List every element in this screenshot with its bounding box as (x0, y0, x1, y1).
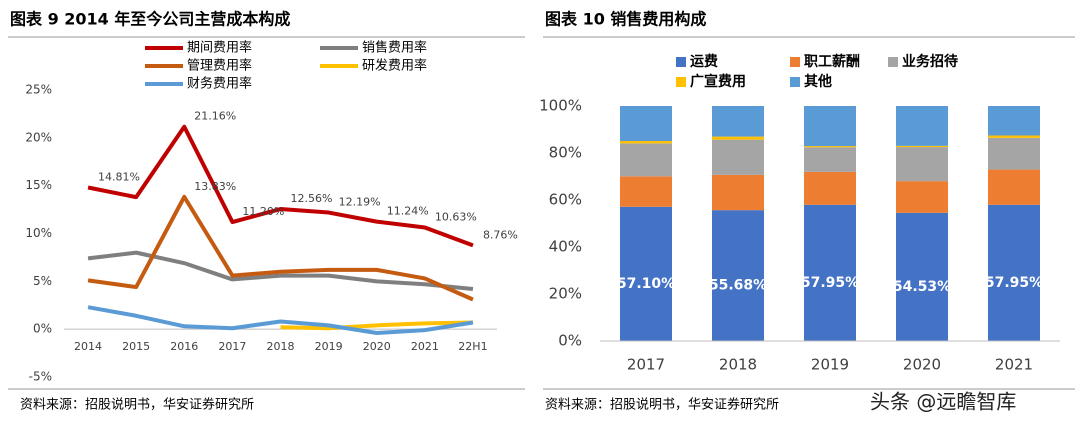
data-label: 11.20% (242, 205, 284, 218)
bar-segment (620, 141, 672, 144)
legend-label: 职工薪酬 (804, 53, 860, 70)
bar-segment (896, 181, 948, 213)
data-label: 57.10% (617, 276, 675, 292)
legend-label: 其他 (804, 73, 832, 90)
bar-segment (988, 204, 1040, 341)
chart-title: 图表 9 2014 年至今公司主营成本构成 (10, 10, 290, 29)
legend-swatch (790, 77, 800, 87)
bar-segment (620, 143, 672, 177)
legend-swatch (888, 57, 898, 67)
y-tick-label: 15% (25, 178, 52, 192)
bar-segment (804, 204, 856, 341)
series-line (87, 305, 474, 335)
watermark: 头条 @远瞻智库 (870, 390, 1016, 414)
x-tick-label: 2021 (995, 356, 1033, 374)
source: 资料来源：招股说明书，华安证券研究所 (20, 397, 254, 413)
data-label: 14.81% (98, 170, 140, 183)
legend-label: 业务招待 (902, 53, 958, 70)
legend-label: 销售费用率 (362, 40, 427, 56)
data-label: 13.83% (194, 180, 236, 193)
x-tick-label: 2015 (122, 340, 150, 353)
x-tick-label: 2014 (74, 340, 102, 353)
bar-segment (804, 146, 856, 148)
bar-segment (804, 147, 856, 172)
y-tick-label: 60% (549, 191, 582, 209)
data-label: 55.68% (709, 278, 767, 294)
series-line (280, 320, 473, 331)
bar-segment (620, 176, 672, 207)
y-tick-label: 20% (549, 285, 582, 303)
y-tick-label: 20% (25, 130, 52, 144)
x-tick-label: 2020 (903, 356, 941, 374)
data-label: 8.76% (483, 228, 518, 241)
x-tick-label: 2017 (218, 340, 246, 353)
legend-swatch (676, 57, 686, 67)
y-tick-label: 10% (25, 226, 52, 240)
y-tick-label: 0% (33, 322, 52, 336)
bar-segment (620, 206, 672, 341)
bar-segment (712, 174, 764, 211)
bar-segment (712, 136, 764, 140)
series-line (87, 194, 474, 302)
x-tick-label: 2021 (411, 340, 439, 353)
legend-label: 研发费用率 (362, 58, 427, 74)
data-label: 54.53% (893, 279, 951, 295)
bar-segment (804, 106, 856, 147)
legend-label: 财务费用率 (187, 76, 252, 92)
legend-label: 期间费用率 (187, 40, 252, 56)
x-tick-label: 2019 (811, 356, 849, 374)
x-tick-label: 2020 (363, 340, 391, 353)
data-label: 57.95% (985, 275, 1043, 291)
bar-segment (620, 106, 672, 142)
bar-segment (712, 106, 764, 137)
bar-segment (896, 212, 948, 341)
source: 资料来源：招股说明书，华安证券研究所 (545, 397, 779, 413)
y-tick-label: 100% (539, 97, 582, 115)
bar-segment (804, 171, 856, 205)
data-label: 21.16% (194, 110, 236, 123)
y-tick-label: -5% (29, 370, 52, 384)
series-line (87, 124, 474, 248)
bar-segment (712, 139, 764, 175)
x-tick-label: 2017 (627, 356, 665, 374)
legend-swatch (676, 77, 686, 87)
legend-label: 广宣费用 (690, 73, 746, 90)
data-label: 11.24% (387, 205, 429, 218)
bar-segment (988, 169, 1040, 205)
data-label: 57.95% (801, 275, 859, 291)
bar-segment (988, 137, 1040, 170)
y-tick-label: 40% (549, 238, 582, 256)
bar-segment (712, 210, 764, 341)
chart-title: 图表 10 销售费用构成 (545, 10, 706, 29)
data-label: 12.56% (291, 192, 333, 205)
data-label: 12.19% (339, 196, 381, 209)
bar-segment (988, 106, 1040, 136)
x-tick-label: 2019 (315, 340, 343, 353)
y-tick-label: 25% (25, 83, 52, 97)
legend-swatch (790, 57, 800, 67)
y-tick-label: 0% (558, 332, 582, 350)
data-label: 10.63% (435, 210, 477, 223)
x-tick-label: 22H1 (458, 340, 487, 353)
x-tick-label: 2018 (719, 356, 757, 374)
x-tick-label: 2018 (267, 340, 295, 353)
bar-segment (988, 135, 1040, 138)
x-tick-label: 2016 (170, 340, 198, 353)
y-tick-label: 5% (33, 274, 52, 288)
bar-segment (896, 147, 948, 182)
bar-segment (896, 106, 948, 146)
legend-label: 管理费用率 (187, 58, 252, 74)
y-tick-label: 80% (549, 144, 582, 162)
legend-label: 运费 (690, 53, 718, 70)
bar-segment (896, 145, 948, 148)
